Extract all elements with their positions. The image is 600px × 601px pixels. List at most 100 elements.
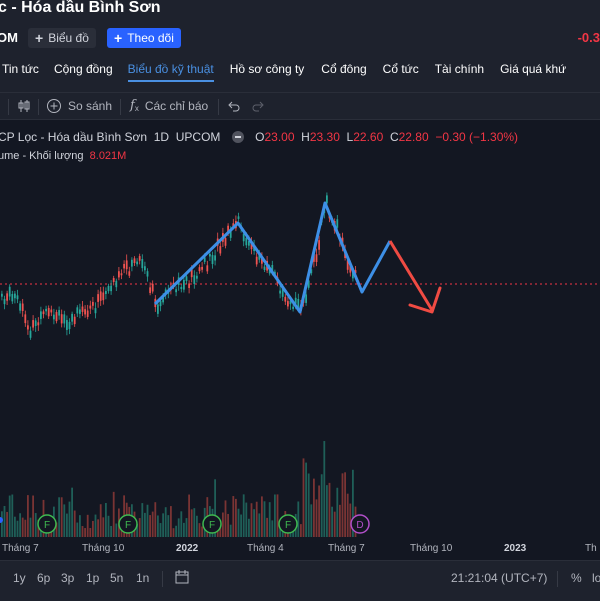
pattern-line-red — [388, 240, 434, 311]
candle-body — [123, 263, 125, 269]
volume-bar — [21, 517, 24, 537]
candle-body — [128, 271, 131, 276]
candle-body — [258, 254, 261, 260]
minus-icon[interactable] — [231, 131, 244, 143]
financial-event-icon[interactable] — [278, 514, 298, 534]
volume-bar — [214, 479, 216, 537]
high-label: H — [301, 130, 310, 144]
time-axis: Tháng 7 Tháng 10 2022 Tháng 4 Tháng 7 Th… — [0, 540, 600, 558]
tab-price-history[interactable]: Giá quá khứ — [500, 62, 567, 76]
volume-bar — [97, 519, 99, 537]
candle-style-button[interactable] — [16, 98, 32, 114]
candle-body — [229, 229, 232, 238]
volume-bar — [99, 504, 102, 537]
financial-event-icon[interactable] — [37, 514, 57, 534]
volume-bar — [188, 494, 190, 537]
candle-body — [193, 275, 196, 284]
tab-news[interactable]: Tin tức — [2, 62, 39, 76]
volume-value: 8.021M — [89, 150, 127, 162]
log-toggle[interactable]: lo — [592, 571, 600, 585]
volume-bar — [310, 504, 313, 537]
volume-bar — [66, 513, 68, 537]
volume-bar — [50, 528, 53, 537]
volume-bar — [227, 513, 229, 537]
chart-button-label: Biểu đồ — [48, 31, 89, 45]
tab-dividends[interactable]: Cổ tức — [382, 62, 419, 76]
open-value: 23.00 — [264, 130, 295, 144]
volume-bar — [318, 485, 320, 537]
divider — [557, 571, 558, 587]
divider — [120, 99, 121, 115]
range-3m[interactable]: 3p — [61, 571, 75, 585]
candle-body — [336, 219, 339, 228]
volume-bar — [29, 517, 32, 537]
add-chart-button[interactable]: + Biểu đồ — [28, 28, 96, 48]
volume-bar — [8, 495, 11, 537]
volume-bar — [19, 513, 21, 537]
volume-bar — [73, 510, 76, 537]
volume-bar — [349, 503, 352, 537]
volume-bar — [240, 514, 242, 537]
candle-body — [318, 240, 320, 250]
candle-body — [53, 314, 55, 320]
tab-financials[interactable]: Tài chính — [434, 62, 485, 76]
compare-button[interactable]: So sánh — [46, 98, 112, 114]
candle-body — [149, 287, 151, 293]
candle-body — [79, 309, 81, 314]
candle-body — [175, 289, 177, 293]
range-6m[interactable]: 6p — [37, 571, 51, 585]
candle-body — [354, 270, 357, 274]
volume-bar — [219, 521, 222, 537]
candle-body — [66, 320, 68, 330]
volume-bar — [235, 498, 237, 537]
volume-bar — [305, 462, 307, 537]
range-1d[interactable]: 1n — [136, 571, 150, 585]
volume-bar — [261, 496, 263, 537]
scroll-handle[interactable] — [0, 517, 3, 523]
redo-button[interactable] — [250, 98, 266, 114]
volume-bar — [144, 512, 146, 537]
volume-bar — [162, 513, 164, 537]
follow-button[interactable]: + Theo dõi — [107, 28, 181, 48]
volume-bar — [180, 511, 183, 537]
compare-label: So sánh — [68, 99, 113, 113]
tab-company-profile[interactable]: Hồ sơ công ty — [229, 62, 305, 76]
volume-bar — [263, 501, 266, 537]
follow-button-label: Theo dõi — [127, 31, 174, 45]
tab-shareholders[interactable]: Cổ đông — [321, 62, 367, 76]
candle-body — [271, 264, 274, 273]
percent-toggle[interactable]: % — [571, 571, 582, 585]
range-5d[interactable]: 5n — [110, 571, 124, 585]
volume-bar — [328, 482, 331, 537]
candle-body — [19, 303, 21, 311]
plus-icon: + — [114, 30, 123, 46]
undo-button[interactable] — [226, 98, 242, 114]
axis-label: Tháng 10 — [410, 543, 453, 554]
volume-bar — [115, 523, 118, 537]
date-range-button[interactable] — [174, 569, 190, 588]
candle-body — [159, 300, 162, 307]
candle-body — [21, 303, 24, 311]
volume-bar — [326, 485, 328, 537]
interval-label[interactable]: 1D — [153, 130, 170, 144]
candle-body — [196, 275, 198, 279]
candle-body — [162, 297, 164, 303]
range-1m[interactable]: 1p — [86, 571, 100, 585]
event-marker-label: D — [356, 520, 363, 531]
tab-community[interactable]: Cộng đồng — [53, 62, 113, 76]
candle-body — [14, 293, 16, 299]
volume-bar — [258, 513, 261, 537]
candle-body — [58, 310, 60, 316]
financial-event-icon[interactable] — [118, 514, 138, 534]
volume-bar — [164, 507, 167, 537]
candle-body — [250, 241, 253, 250]
financial-event-icon[interactable] — [202, 514, 222, 534]
candlesticks — [1, 192, 357, 340]
tab-technical-chart[interactable]: Biểu đồ kỹ thuật — [127, 56, 214, 84]
volume-bar — [333, 511, 336, 537]
candle-body — [92, 301, 94, 306]
range-1y[interactable]: 1y — [13, 571, 26, 585]
dividend-event-icon[interactable] — [350, 514, 370, 534]
